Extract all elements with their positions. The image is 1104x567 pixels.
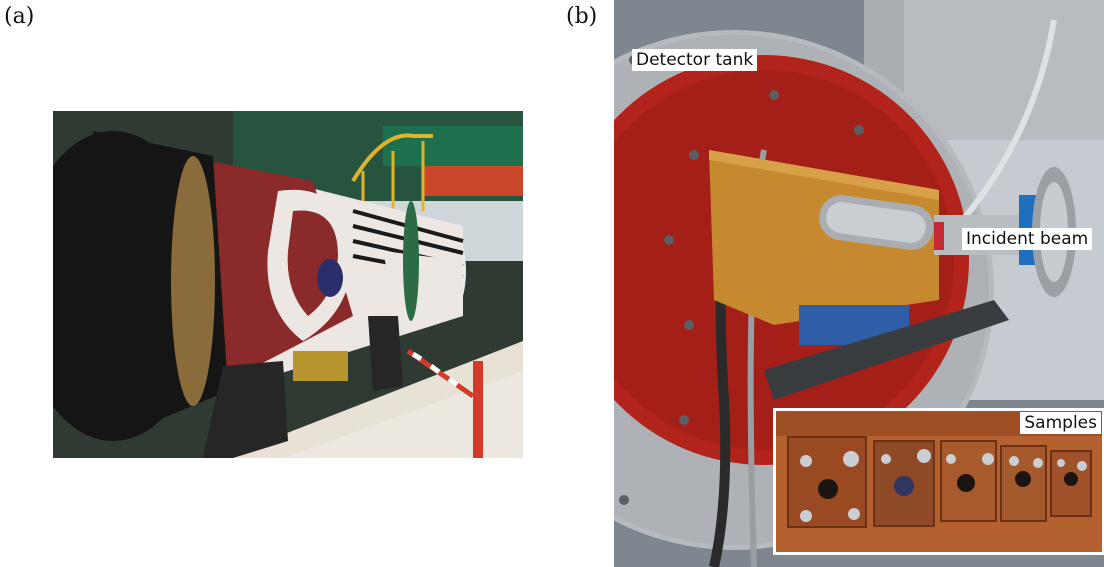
samples-inset-illustration (776, 411, 1102, 552)
samples-inset-photo (773, 408, 1104, 555)
annotation-samples: Samples (1020, 412, 1101, 434)
annotation-incident-beam: Incident beam (962, 228, 1093, 250)
annotation-detector-tank: Detector tank (632, 49, 758, 71)
panel-label-a: (a) (4, 4, 35, 29)
panel-label-b: (b) (566, 4, 598, 29)
photo-a-illustration (53, 111, 523, 458)
photo-detector-tank-hall (53, 111, 523, 458)
sample-plates (787, 436, 1092, 528)
